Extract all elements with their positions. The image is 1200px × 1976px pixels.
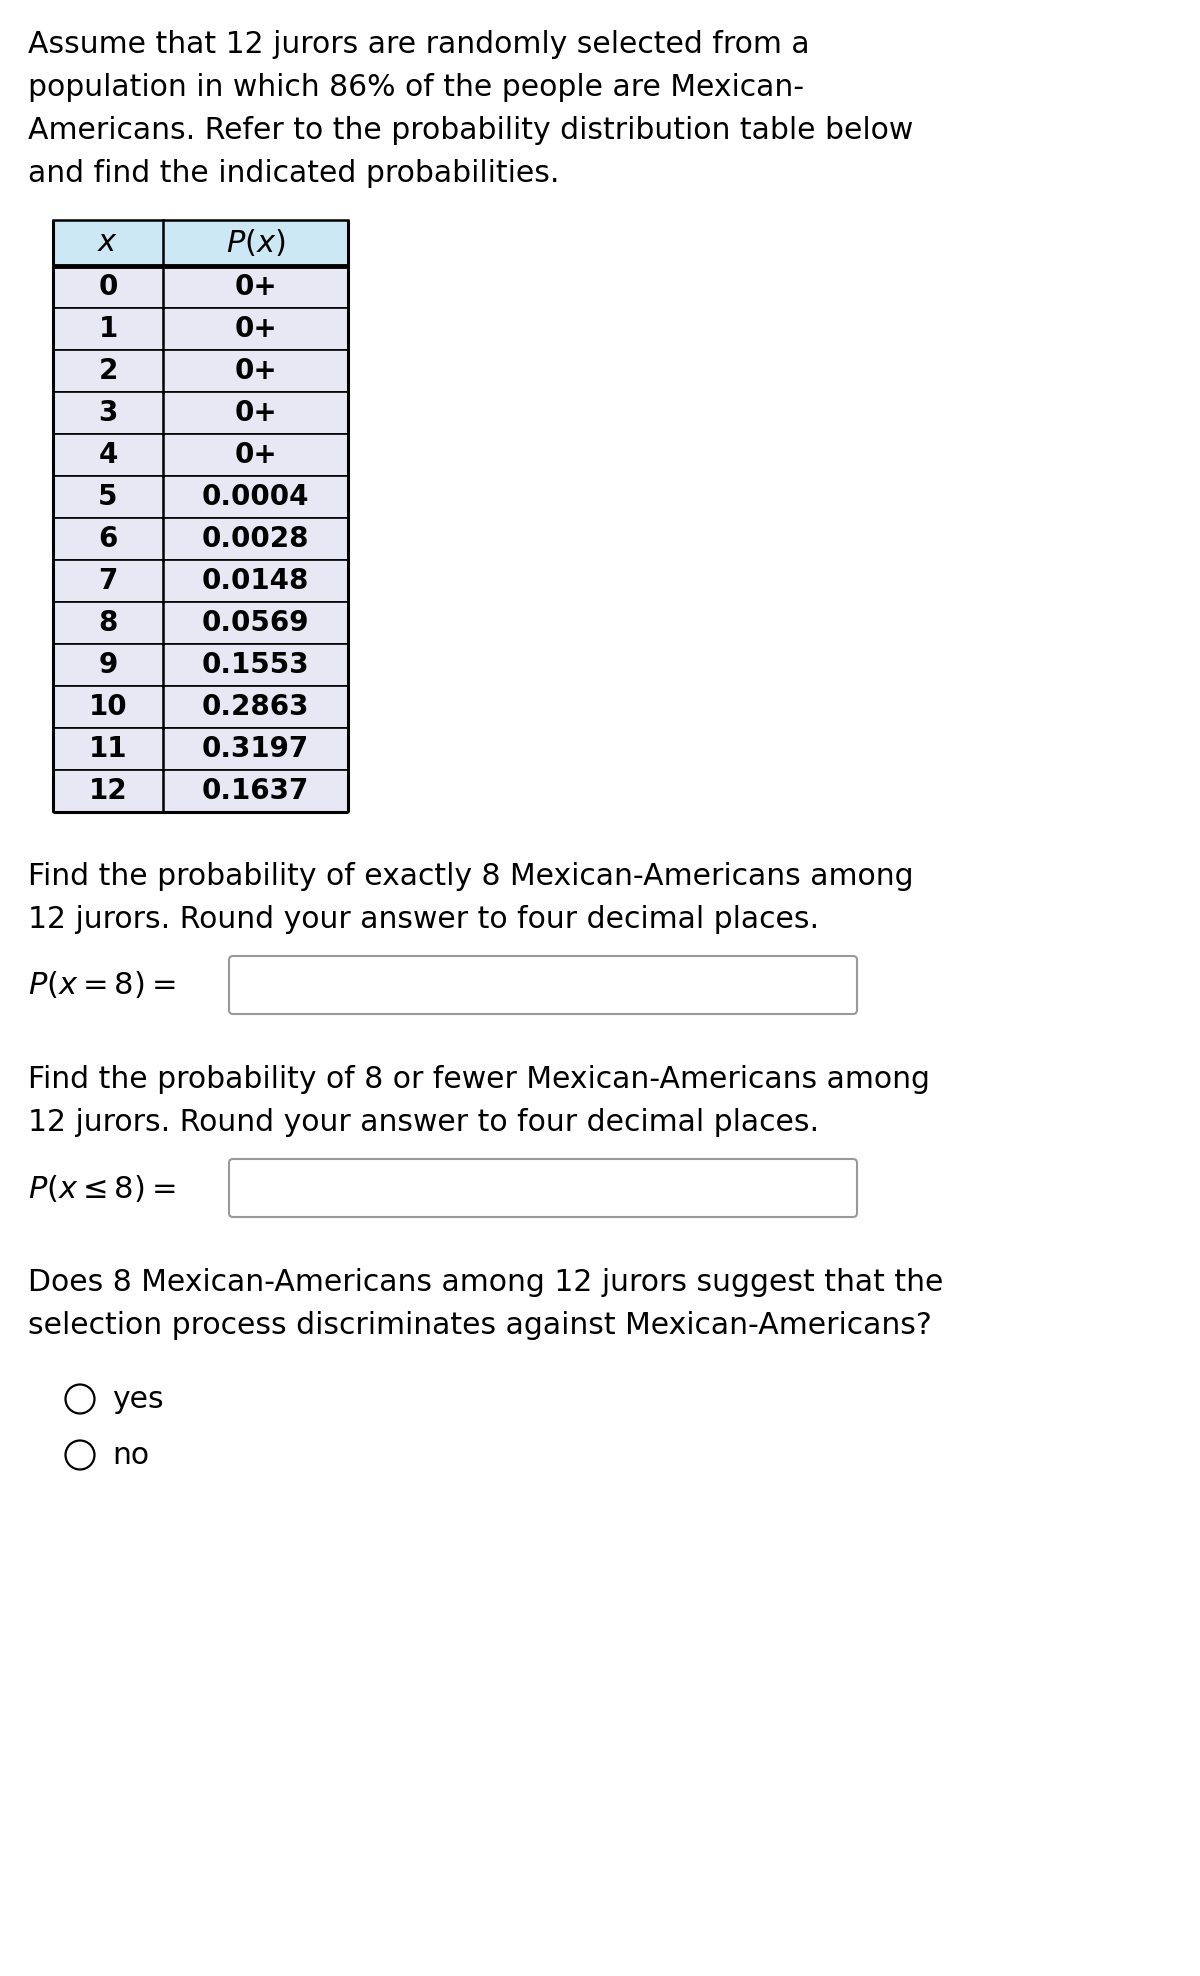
Text: $P(x)$: $P(x)$ bbox=[226, 227, 286, 259]
Bar bbox=[53, 435, 348, 476]
Text: 11: 11 bbox=[89, 735, 127, 763]
Text: 9: 9 bbox=[98, 650, 118, 680]
Text: no: no bbox=[113, 1441, 150, 1470]
Bar bbox=[53, 350, 348, 391]
Text: 7: 7 bbox=[98, 567, 118, 595]
Bar bbox=[53, 644, 348, 686]
Text: 0.1553: 0.1553 bbox=[202, 650, 310, 680]
Text: Assume that 12 jurors are randomly selected from a: Assume that 12 jurors are randomly selec… bbox=[28, 30, 810, 59]
Text: and find the indicated probabilities.: and find the indicated probabilities. bbox=[28, 158, 559, 188]
Text: $P(x \leq 8) =$: $P(x \leq 8) =$ bbox=[28, 1172, 175, 1203]
Bar bbox=[53, 476, 348, 518]
Text: 0.0028: 0.0028 bbox=[202, 526, 310, 553]
Bar bbox=[53, 559, 348, 603]
Bar bbox=[53, 603, 348, 644]
Text: 4: 4 bbox=[98, 441, 118, 468]
Text: 0+: 0+ bbox=[234, 314, 277, 344]
Bar bbox=[53, 476, 348, 518]
Text: 0.1637: 0.1637 bbox=[202, 777, 310, 804]
Text: yes: yes bbox=[113, 1385, 164, 1413]
Bar bbox=[53, 219, 348, 267]
Bar bbox=[53, 308, 348, 350]
Bar bbox=[53, 559, 348, 603]
Bar bbox=[53, 267, 348, 308]
Bar bbox=[53, 771, 348, 812]
FancyBboxPatch shape bbox=[229, 956, 857, 1014]
Text: 1: 1 bbox=[98, 314, 118, 344]
Text: 0+: 0+ bbox=[234, 399, 277, 427]
Bar bbox=[53, 686, 348, 727]
Text: 0.0148: 0.0148 bbox=[202, 567, 310, 595]
Bar bbox=[53, 518, 348, 559]
Text: 3: 3 bbox=[98, 399, 118, 427]
Text: 0.0004: 0.0004 bbox=[202, 482, 310, 512]
Bar bbox=[53, 267, 348, 308]
FancyBboxPatch shape bbox=[229, 1160, 857, 1217]
Bar bbox=[53, 771, 348, 812]
Text: 8: 8 bbox=[98, 609, 118, 636]
Bar bbox=[53, 391, 348, 435]
Text: 0: 0 bbox=[98, 273, 118, 300]
Text: 0+: 0+ bbox=[234, 441, 277, 468]
Text: 0+: 0+ bbox=[234, 273, 277, 300]
Text: selection process discriminates against Mexican-Americans?: selection process discriminates against … bbox=[28, 1310, 932, 1340]
Text: 12: 12 bbox=[89, 777, 127, 804]
Bar bbox=[53, 727, 348, 771]
Bar bbox=[53, 603, 348, 644]
Text: 0.0569: 0.0569 bbox=[202, 609, 310, 636]
Text: Americans. Refer to the probability distribution table below: Americans. Refer to the probability dist… bbox=[28, 117, 913, 144]
Bar bbox=[53, 219, 348, 267]
Text: 5: 5 bbox=[98, 482, 118, 512]
Text: Does 8 Mexican-Americans among 12 jurors suggest that the: Does 8 Mexican-Americans among 12 jurors… bbox=[28, 1269, 943, 1296]
Text: Find the probability of exactly 8 Mexican-Americans among: Find the probability of exactly 8 Mexica… bbox=[28, 862, 913, 891]
Bar bbox=[53, 308, 348, 350]
Text: 10: 10 bbox=[89, 694, 127, 721]
Text: 0.2863: 0.2863 bbox=[202, 694, 310, 721]
Text: 12 jurors. Round your answer to four decimal places.: 12 jurors. Round your answer to four dec… bbox=[28, 1109, 820, 1136]
Bar bbox=[53, 727, 348, 771]
Text: 0+: 0+ bbox=[234, 358, 277, 385]
Bar bbox=[53, 391, 348, 435]
Text: 12 jurors. Round your answer to four decimal places.: 12 jurors. Round your answer to four dec… bbox=[28, 905, 820, 935]
Bar bbox=[53, 350, 348, 391]
Text: 0.3197: 0.3197 bbox=[202, 735, 310, 763]
Bar bbox=[53, 518, 348, 559]
Text: population in which 86% of the people are Mexican-: population in which 86% of the people ar… bbox=[28, 73, 804, 103]
Text: 6: 6 bbox=[98, 526, 118, 553]
Bar bbox=[53, 644, 348, 686]
Text: Find the probability of 8 or fewer Mexican-Americans among: Find the probability of 8 or fewer Mexic… bbox=[28, 1065, 930, 1095]
Text: 2: 2 bbox=[98, 358, 118, 385]
Text: $P(x = 8) =$: $P(x = 8) =$ bbox=[28, 970, 175, 1000]
Bar bbox=[53, 686, 348, 727]
Text: $x$: $x$ bbox=[97, 229, 119, 257]
Bar bbox=[53, 435, 348, 476]
